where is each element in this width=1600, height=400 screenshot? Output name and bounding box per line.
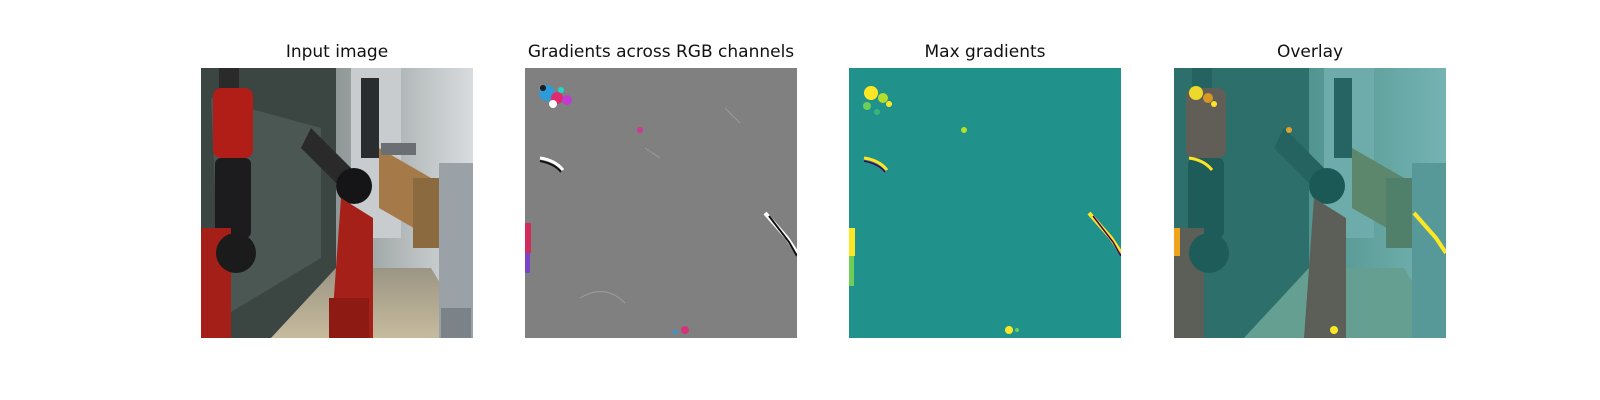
- panel-title: Input image: [285, 42, 389, 62]
- panel-input-image: Input image: [201, 0, 473, 400]
- gradients-rgb-image: [525, 68, 797, 338]
- panel-title: Max gradients: [924, 42, 1046, 62]
- panel-overlay: Overlay: [1174, 0, 1446, 400]
- panel-gradients-rgb: Gradients across RGB channels: [525, 0, 797, 400]
- input-image: [201, 68, 473, 338]
- panel-title: Gradients across RGB channels: [527, 42, 795, 62]
- overlay-image: [1174, 68, 1446, 338]
- max-gradients-image: [849, 68, 1121, 338]
- panel-max-gradients: Max gradients: [849, 0, 1121, 400]
- panel-title: Overlay: [1276, 42, 1344, 62]
